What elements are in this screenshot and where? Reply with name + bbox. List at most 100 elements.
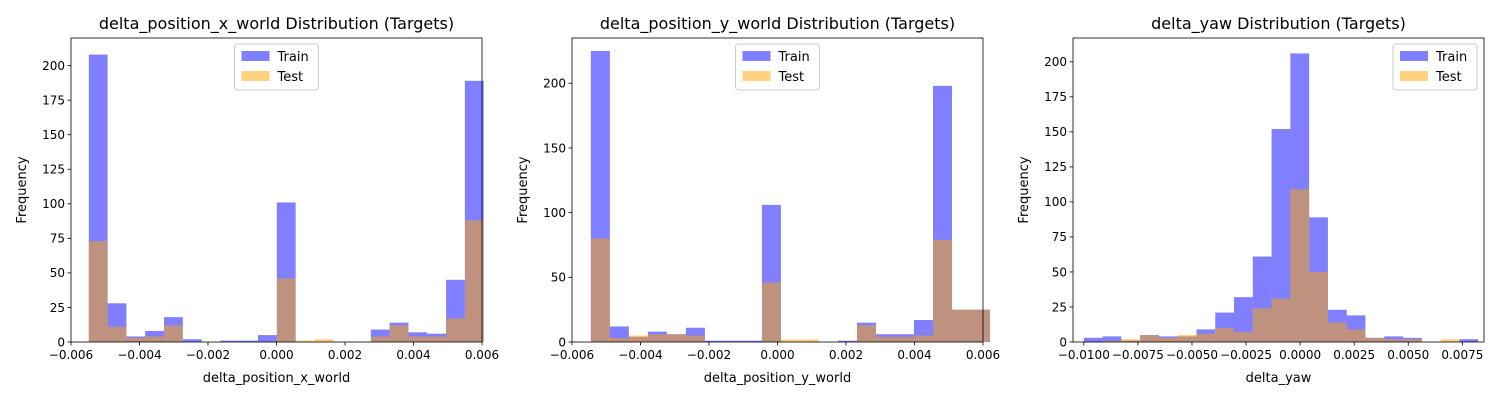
test-bar bbox=[913, 335, 933, 342]
test-bar bbox=[1102, 340, 1122, 342]
train-bar bbox=[1234, 297, 1253, 342]
test-bar bbox=[894, 336, 914, 342]
test-bar bbox=[1158, 337, 1178, 342]
y-tick-label: 50 bbox=[1052, 265, 1067, 279]
test-bar bbox=[933, 239, 953, 342]
test-bar bbox=[370, 336, 390, 342]
train-bar bbox=[837, 340, 857, 342]
x-tick-label: 0.006 bbox=[465, 348, 499, 362]
test-bar bbox=[276, 278, 296, 342]
test-bar bbox=[780, 339, 800, 342]
test-legend-label: Test bbox=[1435, 70, 1462, 85]
test-bar bbox=[164, 325, 183, 342]
train-bar bbox=[742, 340, 762, 342]
y-tick-label: 50 bbox=[50, 266, 65, 280]
x-tick-label: −0.002 bbox=[186, 348, 230, 362]
y-tick-label: 200 bbox=[42, 59, 65, 73]
y-tick-label: 200 bbox=[543, 77, 566, 91]
y-tick-label: 100 bbox=[42, 197, 65, 211]
train-legend-label: Train bbox=[277, 50, 309, 65]
x-tick-label: −0.0075 bbox=[1112, 348, 1164, 362]
test-bar bbox=[408, 336, 428, 342]
train-bar bbox=[723, 340, 743, 342]
test-bar bbox=[647, 334, 667, 342]
test-bar bbox=[88, 241, 108, 342]
chart-panel-3: −0.0100 −0.0075 −0.0050 −0.0025 0.0000 0.0025… bbox=[1017, 14, 1485, 386]
test-bar bbox=[446, 318, 465, 342]
train-bar bbox=[220, 340, 240, 342]
test-bar bbox=[761, 282, 781, 342]
test-bar bbox=[666, 334, 686, 342]
y-tick-label: 75 bbox=[50, 232, 65, 246]
test-series bbox=[590, 238, 991, 342]
train-bar bbox=[258, 335, 277, 342]
x-tick-label: −0.0100 bbox=[1058, 348, 1110, 362]
test-bar bbox=[952, 309, 972, 342]
test-bar bbox=[628, 335, 648, 342]
x-tick-label: −0.0025 bbox=[1220, 348, 1272, 362]
x-tick-label: 0.000 bbox=[760, 348, 794, 362]
test-series bbox=[1102, 189, 1460, 342]
test-legend-swatch bbox=[742, 71, 771, 81]
x-tick-label: 0.004 bbox=[396, 348, 430, 362]
test-bar bbox=[1290, 189, 1310, 342]
test-bar bbox=[1140, 335, 1159, 342]
test-legend-label: Test bbox=[277, 70, 304, 85]
x-tick-label: −0.002 bbox=[687, 348, 731, 362]
x-tick-label: 0.002 bbox=[829, 348, 863, 362]
test-bar bbox=[1177, 335, 1197, 342]
test-bar bbox=[1252, 308, 1272, 342]
x-tick-label: 0.006 bbox=[966, 348, 1000, 362]
chart-panel-2: −0.006 −0.004 −0.002 0.000 0.002 0.004 0.006 0 5… bbox=[516, 14, 1000, 386]
y-tick-label: 50 bbox=[551, 271, 566, 285]
y-tick-label: 25 bbox=[50, 301, 65, 315]
test-bar bbox=[856, 325, 876, 342]
legend: Train Test bbox=[1392, 43, 1478, 91]
test-bar bbox=[685, 335, 705, 342]
y-axis-label: Frequency bbox=[1017, 156, 1032, 223]
x-tick-label: −0.006 bbox=[49, 348, 93, 362]
test-bar bbox=[799, 339, 819, 342]
x-tick-label: −0.0050 bbox=[1166, 348, 1218, 362]
y-tick-label: 175 bbox=[1044, 90, 1067, 104]
train-legend-label: Train bbox=[778, 50, 810, 65]
axes-frame bbox=[1072, 37, 1485, 343]
test-bar bbox=[1384, 339, 1404, 342]
test-bar bbox=[1365, 337, 1385, 342]
test-bar bbox=[295, 340, 315, 342]
x-tick-label: −0.006 bbox=[550, 348, 594, 362]
x-axis-label: delta_position_y_world bbox=[704, 371, 851, 386]
y-tick-label: 125 bbox=[1044, 160, 1067, 174]
train-bar bbox=[704, 340, 724, 342]
y-tick-label: 150 bbox=[1044, 125, 1067, 139]
chart-title: delta_position_x_world Distribution (Tar… bbox=[99, 14, 454, 34]
x-tick-label: 0.002 bbox=[328, 348, 362, 362]
train-bar bbox=[1102, 336, 1122, 342]
train-series bbox=[590, 50, 991, 343]
test-bar bbox=[107, 326, 127, 342]
test-legend-label: Test bbox=[778, 70, 805, 85]
y-tick-label: 125 bbox=[42, 163, 65, 177]
x-tick-label: 0.0050 bbox=[1387, 348, 1429, 362]
test-bar bbox=[875, 336, 895, 342]
chart-title: delta_yaw Distribution (Targets) bbox=[1151, 14, 1406, 34]
test-legend-swatch bbox=[1400, 71, 1428, 81]
y-tick-label: 0 bbox=[1059, 335, 1067, 349]
x-axis-label: delta_yaw bbox=[1246, 371, 1312, 386]
train-bar bbox=[239, 340, 259, 342]
x-tick-label: −0.004 bbox=[618, 348, 662, 362]
x-tick-label: 0.000 bbox=[259, 348, 293, 362]
test-bar bbox=[590, 238, 610, 342]
test-bar bbox=[389, 325, 409, 342]
y-tick-label: 100 bbox=[1044, 195, 1067, 209]
test-bar bbox=[1327, 322, 1347, 342]
x-tick-label: 0.004 bbox=[897, 348, 931, 362]
train-bar bbox=[1083, 337, 1103, 342]
test-bar bbox=[1234, 332, 1253, 342]
test-bar bbox=[145, 336, 165, 342]
legend: Train Test bbox=[735, 43, 820, 91]
x-tick-label: 0.0025 bbox=[1333, 348, 1375, 362]
test-bar bbox=[126, 337, 146, 342]
test-legend-swatch bbox=[241, 71, 270, 81]
